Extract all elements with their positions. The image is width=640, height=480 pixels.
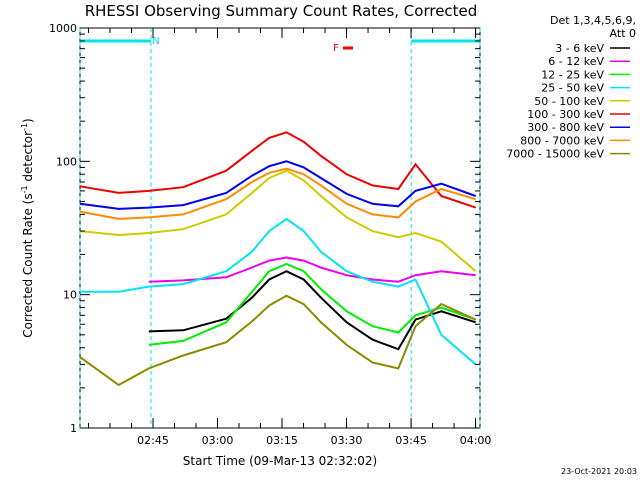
x-tick-label: 03:30 xyxy=(331,434,363,447)
y-tick-label: 1000 xyxy=(49,22,77,35)
y-tick-label: 1 xyxy=(70,422,77,435)
series-line-2 xyxy=(148,262,477,346)
x-tick-label: 03:45 xyxy=(395,434,427,447)
y-axis-ticks: 1 10 100 1000 xyxy=(49,22,480,435)
series-line-7 xyxy=(79,167,476,220)
legend-label-7: 800 - 7000 keV xyxy=(520,134,604,147)
series-line-5 xyxy=(79,131,477,209)
x-tick-label: 03:00 xyxy=(202,434,234,447)
y-axis-label-prefix: Corrected Count Rate (s xyxy=(21,193,35,337)
y-axis-label-sup1: -1 xyxy=(20,185,29,193)
x-tick-label: 04:00 xyxy=(460,434,492,447)
series-line-3 xyxy=(80,217,477,366)
series-lines xyxy=(79,131,477,387)
legend-label-6: 300 - 800 keV xyxy=(527,121,604,134)
y-axis-label: Corrected Count Rate (s-1 detector-1) xyxy=(20,118,35,337)
legend-label-2: 12 - 25 keV xyxy=(541,68,604,81)
y-axis-label-mid: detector xyxy=(21,131,35,186)
plot-frame xyxy=(79,27,481,429)
series-line-4 xyxy=(79,169,477,272)
legend-header-2: Att 0 xyxy=(610,27,636,40)
legend-label-1: 6 - 12 keV xyxy=(548,55,604,68)
x-axis-ticks: 02:45 03:00 03:15 03:30 03:45 04:00 xyxy=(87,28,492,447)
legend-label-5: 100 - 300 keV xyxy=(527,108,604,121)
timestamp: 23-Oct-2021 20:03 xyxy=(561,467,637,476)
series-line-0 xyxy=(148,270,477,351)
y-tick-label: 10 xyxy=(63,289,77,302)
flag-marker-n: N xyxy=(152,36,159,47)
series-line-6 xyxy=(79,160,477,210)
series-line-8 xyxy=(79,294,477,387)
legend-label-3: 25 - 50 keV xyxy=(541,82,604,95)
legend-label-8: 7000 - 15000 keV xyxy=(506,148,604,161)
x-axis-label: Start Time (09-Mar-13 02:32:02) xyxy=(183,454,377,468)
flag-marker-f: F xyxy=(333,43,339,54)
y-tick-label: 100 xyxy=(56,155,77,168)
legend-header-1: Det 1,3,4,5,6,9, xyxy=(550,14,636,27)
flag-markers: NF xyxy=(152,36,353,54)
legend-label-0: 3 - 6 keV xyxy=(555,42,604,55)
series-line-1 xyxy=(148,256,476,283)
y-axis-label-suffix: ) xyxy=(21,118,35,123)
x-tick-label: 03:15 xyxy=(266,434,298,447)
night-markers xyxy=(79,28,481,428)
legend-label-4: 50 - 100 keV xyxy=(534,95,604,108)
y-axis-label-sup2: -1 xyxy=(20,123,29,131)
x-tick-label: 02:45 xyxy=(137,434,169,447)
chart-title: RHESSI Observing Summary Count Rates, Co… xyxy=(85,2,478,20)
